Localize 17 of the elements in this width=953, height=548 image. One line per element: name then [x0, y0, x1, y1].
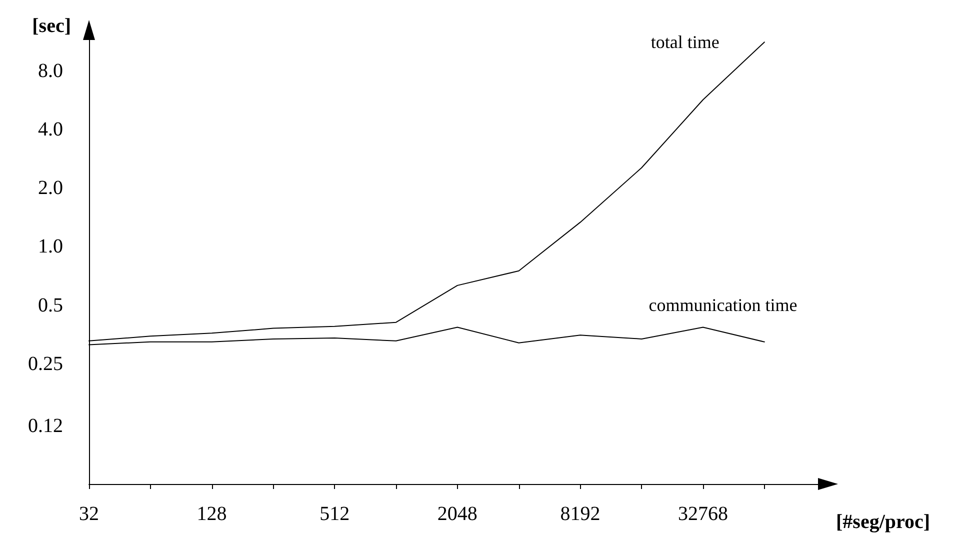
series-label: communication time [648, 295, 798, 316]
y-tick-label: 4.0 [38, 118, 63, 140]
series-label: total time [650, 32, 720, 52]
x-tick-label: 128 [196, 503, 227, 525]
y-tick-label: 8.0 [38, 60, 63, 82]
x-tick-label: 512 [320, 503, 350, 525]
x-tick-label: 32768 [678, 503, 728, 525]
y-tick-label: 2.0 [38, 177, 63, 200]
x-axis-title: [#seg/proc] [836, 511, 930, 533]
y-tick-label: 0.12 [28, 415, 63, 437]
x-tick-label: 2048 [437, 503, 478, 525]
x-tick-label: 8192 [560, 503, 600, 525]
y-axis-title: [sec] [32, 15, 71, 37]
y-tick-label: 0.25 [28, 352, 63, 375]
y-tick-label: 0.5 [38, 294, 63, 316]
x-tick-label: 32 [79, 503, 99, 525]
y-tick-label: 1.0 [38, 236, 63, 258]
